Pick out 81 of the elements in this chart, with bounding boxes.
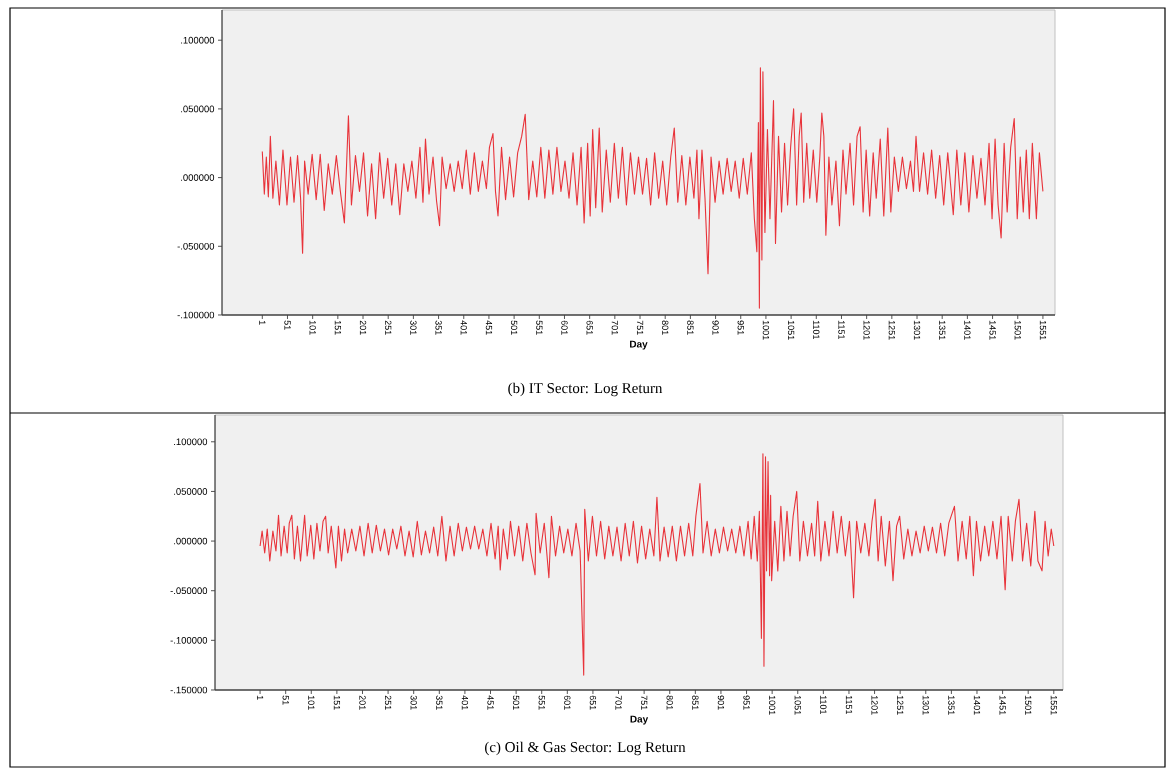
x-tick-label: 1501 [1025, 695, 1032, 715]
x-tick-label: 1201 [871, 695, 878, 715]
x-tick-label: 1251 [896, 695, 904, 715]
x-tick-label: 1301 [922, 695, 929, 715]
x-tick-label: 551 [536, 320, 543, 335]
x-tick-label: 1101 [820, 695, 827, 715]
x-tick-label: 951 [737, 320, 744, 335]
x-tick-label: 1401 [973, 695, 981, 715]
x-tick-label: 1551 [1039, 320, 1047, 340]
text: (b) IT Sector: Log Return [508, 382, 663, 397]
x-tick-label: 1401 [964, 320, 971, 340]
x-tick-label: 601 [561, 320, 568, 335]
x-tick-label: 51 [282, 695, 289, 705]
text: (c) Oil & Gas Sector: Log Return [485, 741, 686, 756]
x-tick-label: 801 [666, 695, 673, 710]
y-tick-label: -.100000 [170, 636, 208, 644]
x-tick-label: 651 [586, 320, 593, 335]
y-tick-label: .000000 [174, 537, 208, 545]
x-tick-label: 1251 [888, 320, 896, 340]
x-tick-label: 351 [435, 320, 442, 335]
x-tick-label: 901 [712, 320, 719, 335]
y-tick-label: -.150000 [170, 686, 208, 694]
x-tick-label: 1001 [762, 320, 770, 340]
y-tick-label: -.100000 [177, 311, 215, 319]
y-tick-label: .050000 [181, 105, 215, 113]
x-tick-label: 401 [461, 695, 469, 710]
x-tick-label: 1151 [838, 320, 845, 340]
x-tick-label: 701 [611, 320, 619, 335]
x-tick-label: 501 [512, 695, 520, 710]
x-tick-label: 551 [538, 695, 545, 710]
y-tick-label: .100000 [174, 438, 208, 446]
x-tick-label: 1351 [948, 695, 955, 715]
x-tick-label: 1451 [999, 695, 1006, 715]
x-axis-title: Day [630, 715, 649, 725]
x-tick-label: 201 [359, 320, 367, 335]
x-tick-label: 251 [384, 695, 392, 710]
x-tick-label: 651 [589, 695, 597, 710]
x-tick-label: 701 [615, 695, 622, 710]
x-tick-label: 1 [256, 695, 264, 700]
x-tick-label: 1451 [989, 320, 996, 340]
x-tick-label: 351 [436, 695, 443, 710]
x-tick-label: 1 [259, 320, 266, 325]
y-tick-label: .000000 [181, 174, 215, 181]
line-series [261, 67, 1044, 309]
x-axis-title: Day [630, 340, 648, 350]
x-tick-label: 601 [564, 695, 571, 710]
y-tick-label: .050000 [174, 488, 208, 495]
x-tick-label: 851 [692, 695, 699, 710]
x-tick-label: 151 [334, 320, 341, 335]
x-tick-label: 951 [743, 695, 750, 710]
y-tick-label: -.050000 [177, 242, 215, 250]
x-tick-label: 451 [485, 320, 493, 335]
x-tick-label: 101 [309, 320, 316, 335]
x-tick-label: 301 [410, 695, 417, 710]
x-tick-label: 1501 [1014, 320, 1021, 340]
x-tick-label: 1551 [1050, 695, 1057, 715]
x-tick-label: 751 [641, 695, 648, 710]
x-tick-label: 451 [487, 695, 494, 710]
x-tick-label: 251 [385, 320, 392, 335]
x-tick-label: 1301 [913, 320, 921, 340]
x-tick-label: 101 [308, 695, 315, 710]
x-tick-label: 1201 [863, 320, 870, 340]
y-tick-label: -.050000 [170, 587, 208, 595]
x-tick-label: 1001 [768, 695, 776, 715]
x-tick-label: 1351 [939, 320, 946, 340]
x-tick-label: 301 [410, 320, 417, 335]
x-tick-label: 1101 [813, 320, 820, 340]
x-tick-label: 151 [333, 695, 341, 710]
x-tick-label: 851 [687, 320, 694, 335]
x-tick-label: 751 [636, 320, 644, 335]
x-tick-label: 1051 [794, 695, 801, 715]
y-tick-label: .100000 [181, 36, 215, 44]
x-tick-label: 801 [662, 320, 669, 335]
x-tick-label: 201 [359, 695, 366, 710]
x-tick-label: 501 [510, 320, 518, 335]
x-tick-label: 51 [284, 320, 291, 330]
x-tick-label: 901 [717, 695, 725, 710]
line-series [259, 453, 1055, 676]
x-tick-label: 1051 [787, 320, 795, 340]
x-tick-label: 1151 [845, 695, 853, 715]
x-tick-label: 401 [460, 320, 467, 335]
